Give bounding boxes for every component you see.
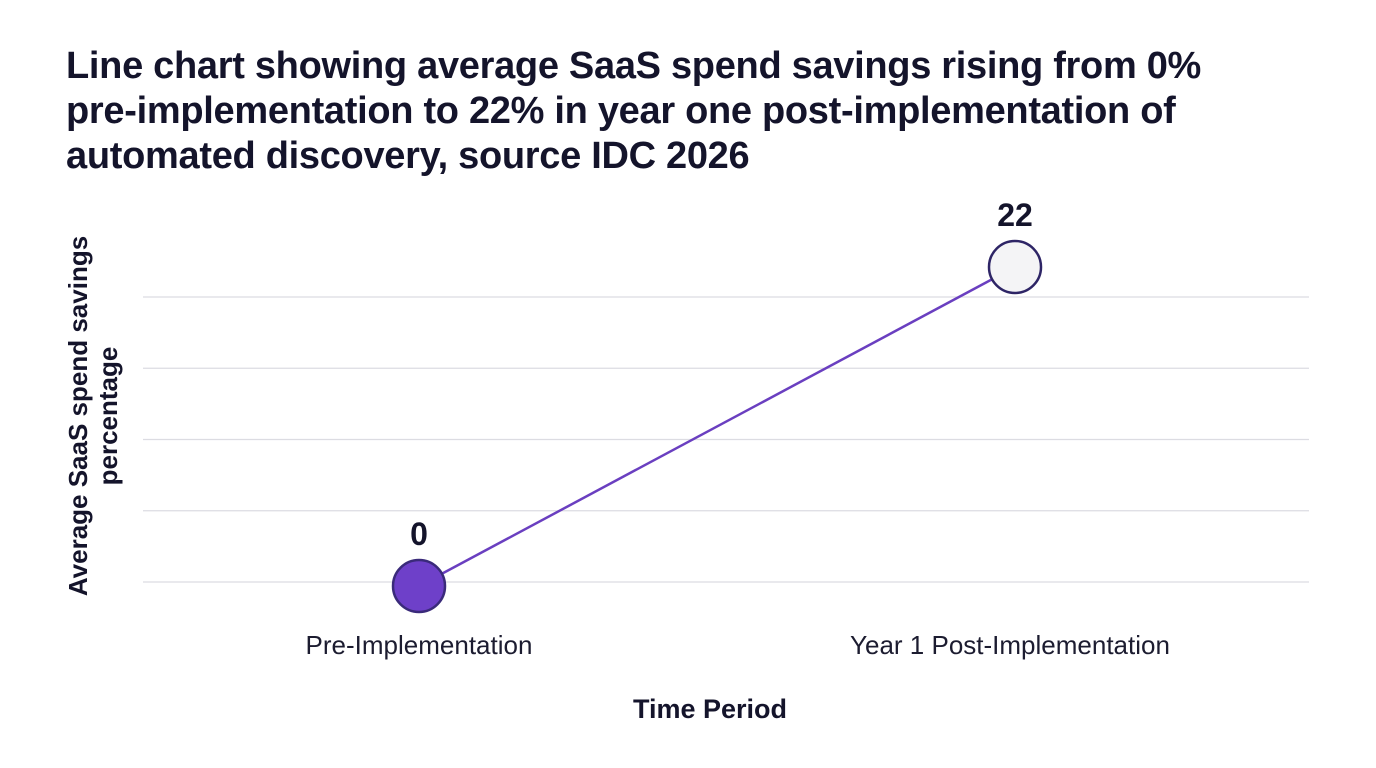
y-axis-title-line-2: percentage <box>93 347 123 486</box>
x-tick-label-1: Year 1 Post-Implementation <box>850 630 1170 660</box>
grid <box>143 296 1309 583</box>
x-axis-title: Time Period <box>633 694 787 724</box>
data-label-1: 22 <box>997 197 1033 233</box>
y-axis-title: Average SaaS spend savings percentage <box>63 236 123 596</box>
data-point-1 <box>987 239 1043 295</box>
data-label-0: 0 <box>410 516 428 552</box>
x-tick-labels: Pre-Implementation Year 1 Post-Implementa… <box>306 630 1170 660</box>
y-axis-title-line-1: Average SaaS spend savings <box>63 236 93 596</box>
series-line <box>418 265 1016 588</box>
series-line-group <box>418 265 1016 588</box>
data-labels: 0 22 <box>410 197 1033 552</box>
chart-title: Line chart showing average SaaS spend sa… <box>66 45 1202 177</box>
markers <box>391 239 1043 614</box>
x-tick-label-0: Pre-Implementation <box>306 630 533 660</box>
data-point-0 <box>391 558 447 614</box>
